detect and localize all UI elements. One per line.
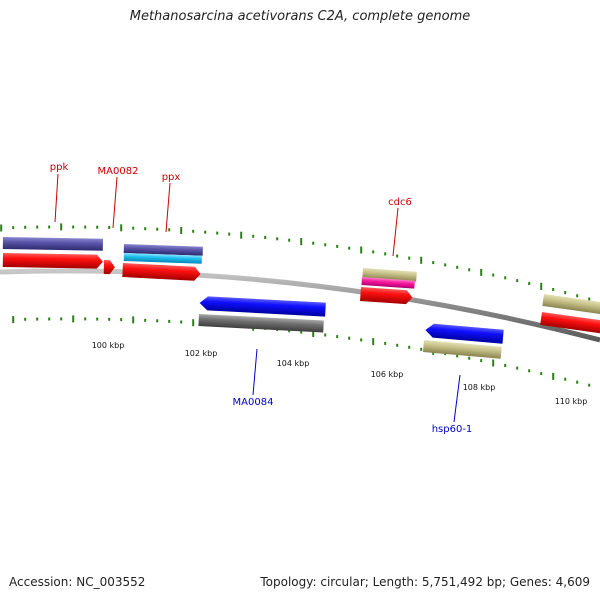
- scale-label: 110 kbp: [555, 397, 588, 406]
- gene-label-ma0082: MA0082: [98, 166, 139, 177]
- map-title: Methanosarcina acetivorans C2A, complete…: [129, 9, 471, 24]
- label-leaders: [54, 173, 461, 423]
- gene-label-ppx: ppx: [162, 172, 181, 183]
- scale-label: 106 kbp: [371, 370, 404, 379]
- feature-red-edge: [540, 312, 600, 334]
- feature-ppx-arrow: [122, 263, 201, 281]
- feature-purple-1: [2, 237, 103, 251]
- scale-label: 100 kbp: [92, 341, 125, 350]
- feature-purple-2: [123, 244, 203, 256]
- feature-khaki-2: [422, 340, 502, 359]
- feature-hsp60-arrow: [425, 323, 504, 344]
- scale-labels: 100 kbp 102 kbp 104 kbp 106 kbp 108 kbp …: [92, 341, 588, 406]
- gene-labels: ppk MA0082 ppx cdc6 MA0084 hsp60-1: [50, 162, 473, 435]
- feature-khaki-edge: [542, 294, 600, 315]
- feature-ppk-arrow: [2, 253, 103, 269]
- feature-cdc6-arrow: [360, 287, 413, 305]
- feature-gray: [198, 314, 324, 333]
- feature-ma0084-arrow: [199, 296, 326, 317]
- scale-label: 104 kbp: [277, 359, 310, 368]
- scale-label: 102 kbp: [185, 349, 218, 358]
- accession-text: Accession: NC_003552: [9, 575, 146, 589]
- reverse-features: [198, 296, 504, 359]
- forward-features: [2, 237, 600, 334]
- genome-backbone: [0, 268, 600, 343]
- feature-ma0082-arrow: [103, 260, 115, 275]
- gene-label-ppk: ppk: [50, 162, 69, 173]
- feature-cyan: [123, 253, 202, 264]
- scale-label: 108 kbp: [463, 383, 496, 392]
- feature-pink: [361, 277, 415, 289]
- gene-label-cdc6: cdc6: [388, 197, 412, 208]
- gene-label-ma0084: MA0084: [233, 397, 274, 408]
- genome-summary-text: Topology: circular; Length: 5,751,492 bp…: [260, 575, 590, 589]
- gene-label-hsp60-1: hsp60-1: [432, 424, 473, 435]
